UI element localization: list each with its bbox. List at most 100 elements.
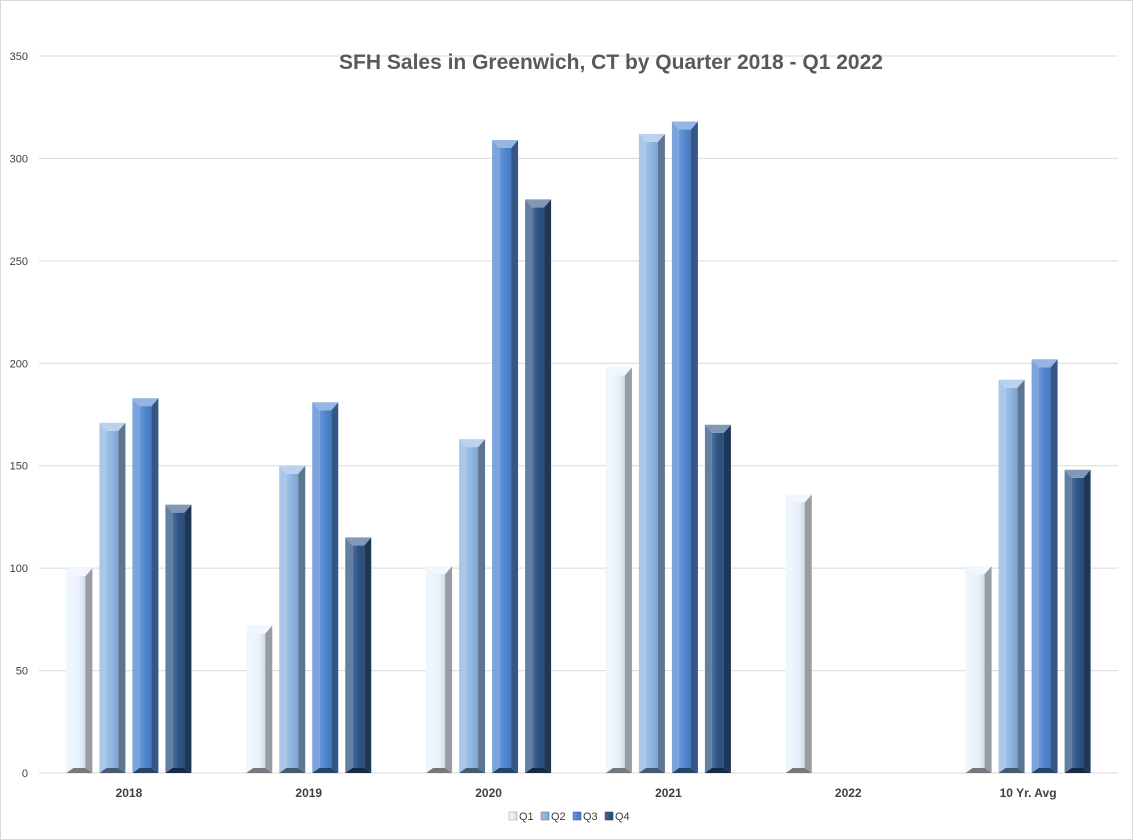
y-tick-label-150: 150 [10, 461, 28, 473]
bar-bottom-bevel [1031, 768, 1058, 773]
bar-top-bevel [165, 504, 192, 513]
bar-10-yr-avg-q3 [1031, 359, 1058, 773]
y-tick-label-350: 350 [10, 51, 28, 63]
bar-top-bevel [965, 566, 992, 575]
bar-left-bevel [704, 424, 712, 773]
gridlines [39, 55, 1118, 774]
bar-2019-q3 [312, 402, 339, 773]
bar-front-face [711, 432, 724, 773]
bar-top-bevel [638, 133, 665, 142]
bar-top-bevel [1031, 359, 1058, 368]
bar-left-bevel [99, 422, 107, 773]
bar-front-face [172, 512, 185, 773]
bar-front-face [1005, 387, 1018, 773]
bar-bottom-bevel [638, 768, 665, 773]
bar-bottom-bevel [279, 768, 306, 773]
bar-2021-q4 [704, 424, 731, 773]
bar-front-face [286, 473, 299, 773]
bar-left-bevel [345, 537, 353, 773]
bar-front-face [106, 430, 119, 773]
legend-swatch-q4 [604, 811, 614, 821]
bar-front-face [1038, 367, 1051, 773]
y-tick-label-0: 0 [22, 768, 28, 780]
bar-bottom-bevel [426, 768, 453, 773]
legend: Q1 Q2 Q3 Q4 [508, 811, 630, 823]
bar-bottom-bevel [492, 768, 519, 773]
bar-right-bevel [265, 625, 273, 773]
y-tick-label-50: 50 [16, 666, 28, 678]
bar-top-bevel [99, 422, 126, 431]
y-axis-tick-labels: 0 50 100 150 200 250 300 350 [10, 51, 28, 780]
bar-front-face [319, 410, 332, 773]
bar-left-bevel [66, 568, 74, 773]
bar-top-bevel [492, 139, 519, 148]
bar-right-bevel [1050, 359, 1058, 773]
bar-bottom-bevel [165, 768, 192, 773]
bar-front-face [352, 545, 365, 773]
x-tick-label-2020: 2020 [475, 786, 502, 800]
legend-swatch-q3 [572, 811, 582, 821]
legend-swatch-q1 [508, 811, 518, 821]
bar-right-bevel [984, 566, 992, 773]
bar-top-bevel [525, 199, 552, 208]
legend-label-q4: Q4 [615, 811, 630, 823]
x-tick-label-2021: 2021 [655, 786, 682, 800]
x-tick-label-2022: 2022 [835, 786, 862, 800]
bar-left-bevel [426, 566, 434, 773]
chart-title: SFH Sales in Greenwich, CT by Quarter 20… [339, 51, 883, 74]
bar-top-bevel [1064, 469, 1091, 478]
bar-2021-q1 [605, 367, 632, 773]
bar-right-bevel [804, 494, 812, 773]
bar-right-bevel [364, 537, 372, 773]
bar-top-bevel [312, 402, 339, 411]
bar-2018-q2 [99, 422, 126, 773]
bar-2019-q1 [246, 625, 273, 773]
bar-top-bevel [459, 439, 486, 448]
bar-right-bevel [690, 121, 698, 774]
bar-right-bevel [624, 367, 632, 773]
bar-front-face [73, 576, 86, 773]
bar-2019-q2 [279, 465, 306, 773]
bar-bottom-bevel [671, 768, 698, 773]
bar-top-bevel [785, 494, 812, 503]
bar-right-bevel [331, 402, 339, 773]
bar-10-yr-avg-q1 [965, 566, 992, 773]
bar-2020-q2 [459, 439, 486, 773]
y-tick-label-200: 200 [10, 358, 28, 370]
bar-2018-q3 [132, 398, 159, 773]
bar-right-bevel [118, 422, 126, 773]
bar-left-bevel [671, 121, 679, 774]
bar-top-bevel [704, 424, 731, 433]
bar-front-face [433, 574, 446, 773]
bar-left-bevel [605, 367, 613, 773]
bar-bottom-bevel [132, 768, 159, 773]
bar-front-face [792, 502, 805, 773]
bar-2018-q1 [66, 568, 93, 773]
bar-left-bevel [785, 494, 793, 773]
bar-2021-q2 [638, 133, 665, 774]
bar-right-bevel [184, 504, 192, 773]
bar-left-bevel [459, 439, 467, 773]
bar-front-face [466, 447, 479, 773]
bar-front-face [1071, 477, 1084, 773]
bar-bottom-bevel [345, 768, 372, 773]
bar-front-face [645, 141, 658, 774]
bars [66, 121, 1091, 774]
bar-bottom-bevel [312, 768, 339, 773]
x-tick-label-10-yr-avg: 10 Yr. Avg [1000, 786, 1057, 800]
legend-label-q3: Q3 [583, 811, 598, 823]
bar-10-yr-avg-q2 [998, 379, 1025, 773]
bar-left-bevel [1031, 359, 1039, 773]
bar-top-bevel [998, 379, 1025, 388]
bar-bottom-bevel [965, 768, 992, 773]
bar-right-bevel [723, 424, 731, 773]
bar-bottom-bevel [246, 768, 273, 773]
bar-front-face [972, 574, 985, 773]
bar-bottom-bevel [1064, 768, 1091, 773]
bar-right-bevel [298, 465, 306, 773]
bar-front-face [253, 633, 266, 773]
bar-left-bevel [165, 504, 173, 773]
bar-right-bevel [511, 139, 519, 773]
bar-2020-q1 [426, 566, 453, 773]
